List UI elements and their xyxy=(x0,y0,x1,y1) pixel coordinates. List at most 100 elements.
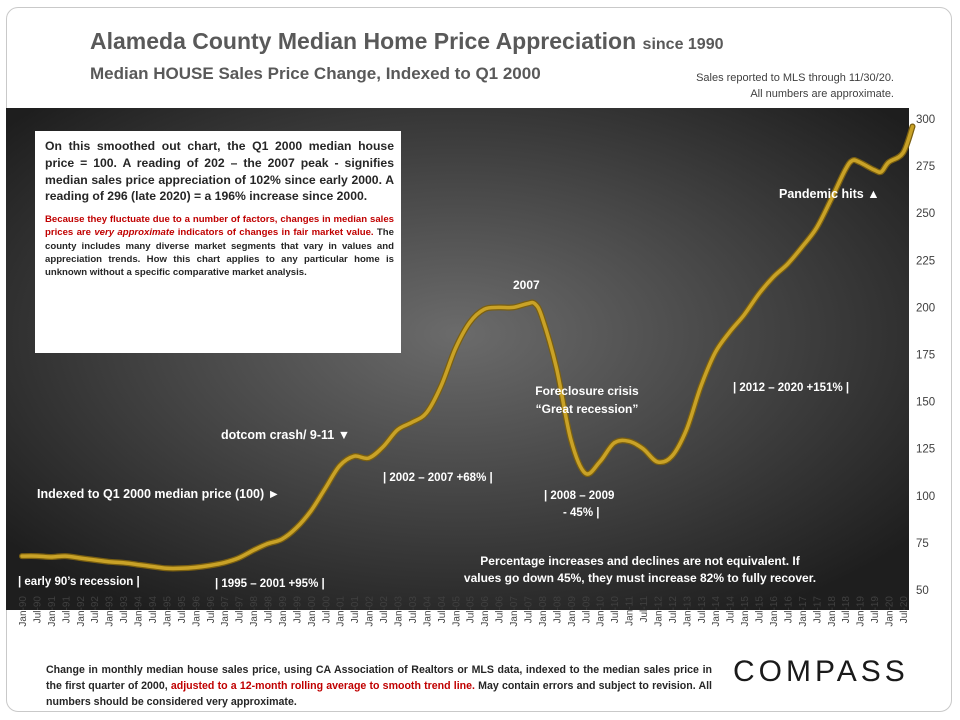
annotation-range-2008-2009-a: | 2008 – 2009 xyxy=(544,490,614,502)
x-tick-label: Jul-91 xyxy=(61,596,72,624)
x-tick-label: Jul-11 xyxy=(639,596,650,623)
x-tick-label: Jan-13 xyxy=(682,596,693,627)
x-tick-label: Jul-13 xyxy=(697,596,708,624)
x-tick-label: Jan-14 xyxy=(711,596,722,627)
x-tick-label: Jul-05 xyxy=(466,596,477,624)
y-tick-label: 275 xyxy=(916,161,935,173)
annotation-foreclosure-1: Foreclosure crisis xyxy=(535,384,639,398)
x-tick-label: Jan-95 xyxy=(162,596,173,627)
x-tick-label: Jul-94 xyxy=(148,596,159,624)
annotation-pandemic: Pandemic hits ▲ xyxy=(779,187,880,201)
compass-logo: COMPASS xyxy=(733,655,909,688)
info-paragraph-2: Because they fluctuate due to a number o… xyxy=(45,213,394,279)
footer-text-start: Change in monthly median house sales pri… xyxy=(46,664,712,692)
x-tick-label: Jan-07 xyxy=(509,596,520,627)
footer-note: Change in monthly median house sales pri… xyxy=(46,662,712,710)
y-tick-label: 150 xyxy=(916,397,935,409)
info-box: On this smoothed out chart, the Q1 2000 … xyxy=(35,131,401,353)
x-tick-label: Jan-06 xyxy=(480,596,491,627)
x-tick-label: Jul-04 xyxy=(437,596,448,624)
x-tick-label: Jul-09 xyxy=(581,596,592,624)
info-red-italic: very approximate xyxy=(94,227,175,239)
x-tick-label: Jan-93 xyxy=(105,596,116,627)
x-tick-label: Jan-98 xyxy=(249,596,260,627)
x-tick-label: Jul-06 xyxy=(495,596,506,624)
x-tick-label: Jul-97 xyxy=(235,596,246,624)
data-note: Sales reported to MLS through 11/30/20. … xyxy=(594,70,894,102)
info-red-text: Because they fluctuate due to a number o… xyxy=(45,214,394,239)
x-tick-label: Jan-16 xyxy=(769,596,780,627)
y-axis: 50 75 100 125 150 175 200 225 250 275 300 xyxy=(916,114,935,597)
chart-subtitle: Median HOUSE Sales Price Change, Indexed… xyxy=(90,64,541,83)
annotation-2007-peak: 2007 xyxy=(513,278,540,292)
x-tick-label: Jan-10 xyxy=(596,596,607,627)
series-line xyxy=(20,124,915,571)
x-tick-label: Jul-95 xyxy=(177,596,188,624)
x-tick-label: Jul-92 xyxy=(90,596,101,624)
x-tick-label: Jul-96 xyxy=(206,596,217,624)
x-tick-label: Jan-97 xyxy=(220,596,231,627)
x-tick-label: Jul-93 xyxy=(119,596,130,624)
x-tick-label: Jul-02 xyxy=(379,596,390,624)
annotation-indexed: Indexed to Q1 2000 median price (100) ► xyxy=(37,487,280,501)
x-tick-label: Jan-09 xyxy=(567,596,578,627)
x-tick-label: Jul-98 xyxy=(264,596,275,624)
x-tick-label: Jan-01 xyxy=(336,596,347,627)
chart-title-suffix: since 1990 xyxy=(642,36,724,53)
y-tick-label: 100 xyxy=(916,491,935,503)
annotation-range-2008-2009-b: - 45% | xyxy=(563,507,599,519)
x-tick-label: Jul-18 xyxy=(841,596,852,624)
x-tick-label: Jul-10 xyxy=(610,596,621,624)
annotation-dotcom: dotcom crash/ 9-11 ▼ xyxy=(221,428,350,442)
x-tick-label: Jul-08 xyxy=(552,596,563,624)
x-tick-label: Jul-90 xyxy=(32,596,43,624)
x-tick-label: Jan-20 xyxy=(885,596,896,627)
y-tick-label: 50 xyxy=(916,585,929,597)
x-tick-label: Jul-17 xyxy=(812,596,823,624)
x-tick-label: Jan-92 xyxy=(76,596,87,627)
x-tick-label: Jan-11 xyxy=(625,596,636,626)
y-tick-label: 175 xyxy=(916,350,935,362)
y-tick-label: 200 xyxy=(916,302,935,314)
x-tick-label: Jan-12 xyxy=(653,596,664,627)
x-tick-label: Jul-01 xyxy=(350,596,361,624)
footer-text-end: May contain errors and subject to revisi… xyxy=(46,680,712,708)
annotation-pct-note-2: values go down 45%, they must increase 8… xyxy=(464,571,816,585)
x-tick-label: Jul-00 xyxy=(321,596,332,624)
x-tick-label: Jan-02 xyxy=(365,596,376,627)
x-tick-label: Jan-99 xyxy=(278,596,289,627)
x-tick-label: Jan-19 xyxy=(856,596,867,627)
x-tick-label: Jul-14 xyxy=(726,596,737,624)
x-tick-label: Jan-15 xyxy=(740,596,751,627)
x-tick-label: Jul-15 xyxy=(755,596,766,624)
y-tick-label: 250 xyxy=(916,208,935,220)
data-note-line1: Sales reported to MLS through 11/30/20. xyxy=(696,72,894,84)
x-tick-label: Jan-08 xyxy=(538,596,549,627)
annotation-range-1995-2001: | 1995 – 2001 +95% | xyxy=(215,578,325,590)
x-tick-label: Jul-20 xyxy=(899,596,910,624)
x-tick-label: Jan-90 xyxy=(18,596,29,627)
x-tick-label: Jul-99 xyxy=(292,596,303,624)
x-tick-label: Jan-18 xyxy=(827,596,838,627)
annotation-foreclosure-2: “Great recession” xyxy=(536,402,639,416)
info-red-text-end: indicators of changes in fair market val… xyxy=(174,227,374,239)
chart-title-main: Alameda County Median Home Price Appreci… xyxy=(90,28,637,54)
x-tick-label: Jan-05 xyxy=(451,596,462,627)
annotations: 2007 Pandemic hits ▲ Foreclosure crisis … xyxy=(18,187,880,590)
y-tick-label: 300 xyxy=(916,114,935,126)
annotation-early-90s: | early 90’s recession | xyxy=(18,576,140,588)
x-tick-label: Jul-19 xyxy=(870,596,881,624)
x-tick-label: Jan-91 xyxy=(47,596,58,627)
x-axis: Jan-90 Jul-90 Jan-91 Jul-91 Jan-92 Jul-92 Jan-… xyxy=(18,596,910,627)
x-tick-label: Jan-03 xyxy=(394,596,405,627)
x-tick-label: Jul-07 xyxy=(523,596,534,624)
chart-title: Alameda County Median Home Price Appreci… xyxy=(90,28,724,55)
x-tick-label: Jan-96 xyxy=(191,596,202,627)
y-tick-label: 75 xyxy=(916,538,929,550)
info-paragraph-1: On this smoothed out chart, the Q1 2000 … xyxy=(45,139,394,204)
x-tick-label: Jan-00 xyxy=(307,596,318,627)
x-tick-label: Jan-94 xyxy=(134,596,145,627)
x-tick-label: Jan-04 xyxy=(422,596,433,627)
x-tick-label: Jan-17 xyxy=(798,596,809,627)
